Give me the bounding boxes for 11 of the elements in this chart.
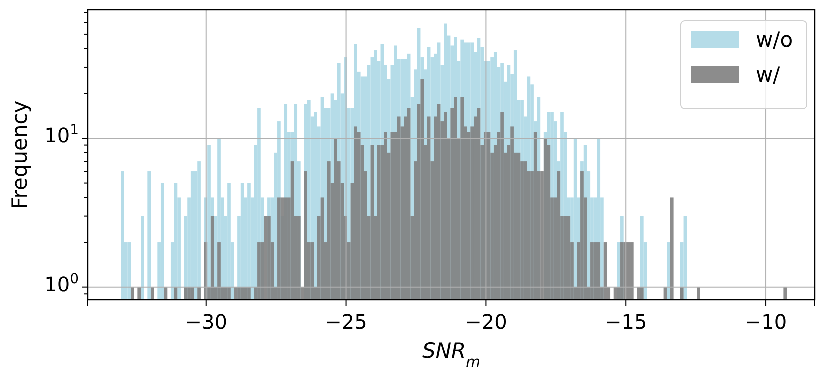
y-tick-label: 10$^{1}$ [44, 122, 79, 148]
legend-label: w/o [756, 28, 794, 52]
x-tick-label: −25 [325, 310, 368, 334]
x-axis-title: SNR$_{m}$ [422, 339, 480, 370]
x-tick-label: −15 [605, 310, 648, 334]
y-tick-label: 10$^{0}$ [44, 271, 79, 296]
x-tick-label: −10 [744, 310, 788, 334]
legend-label: w/ [756, 63, 782, 87]
x-tick-label: −30 [185, 310, 228, 334]
y-axis-title: Frequency [8, 100, 32, 210]
x-tick-label: −20 [465, 310, 508, 334]
